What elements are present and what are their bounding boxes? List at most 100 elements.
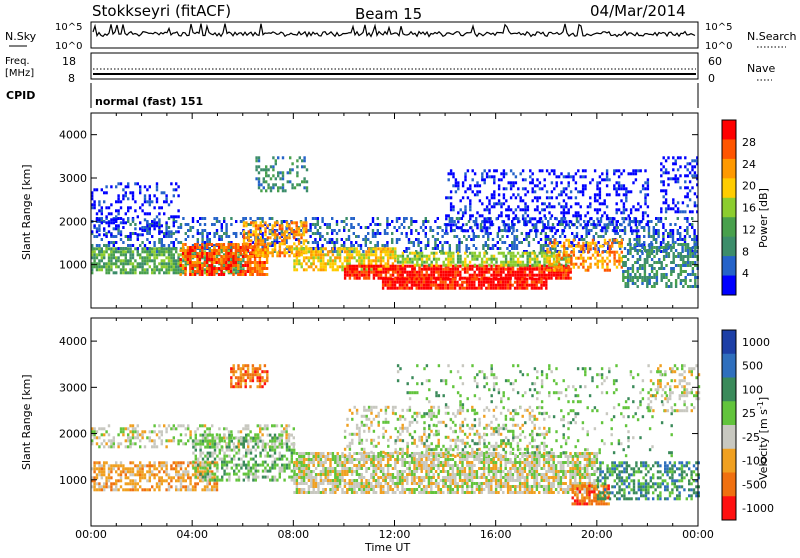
heatmap-cell [96, 473, 98, 476]
heatmap-cell [199, 267, 201, 270]
heatmap-cell [565, 193, 567, 196]
heatmap-cell [448, 178, 450, 181]
heatmap-cell [105, 247, 107, 250]
heatmap-cell [122, 433, 124, 436]
heatmap-cell [365, 244, 367, 247]
heatmap-cell [616, 223, 618, 226]
heatmap-cell [206, 246, 208, 249]
heatmap-cell [551, 229, 553, 232]
heatmap-cell [113, 271, 115, 274]
heatmap-cell [206, 270, 208, 273]
heatmap-cell [564, 217, 566, 220]
heatmap-cell [397, 265, 399, 268]
heatmap-cell [144, 268, 146, 271]
heatmap-cell [601, 260, 603, 263]
heatmap-cell [563, 248, 565, 251]
heatmap-cell [667, 183, 669, 186]
heatmap-cell [691, 174, 693, 177]
heatmap-cell [125, 473, 127, 476]
heatmap-cell [165, 445, 167, 448]
heatmap-cell [216, 217, 218, 220]
heatmap-cell [267, 224, 269, 227]
heatmap-cell [288, 248, 290, 251]
heatmap-cell [149, 194, 151, 197]
heatmap-cell [624, 232, 626, 235]
heatmap-cell [211, 243, 213, 246]
heatmap-cell [441, 235, 443, 238]
heatmap-cell [201, 267, 203, 270]
heatmap-cell [208, 243, 210, 246]
heatmap-cell [313, 256, 315, 259]
heatmap-cell [235, 261, 237, 264]
heatmap-cell [108, 268, 110, 271]
heatmap-cell [144, 185, 146, 188]
heatmap-cell [663, 249, 665, 252]
heatmap-cell [274, 242, 276, 245]
heatmap-cell [101, 470, 103, 473]
heatmap-cell [484, 169, 486, 172]
heatmap-cell [567, 277, 569, 280]
heatmap-cell [474, 172, 476, 175]
date-title: 04/Mar/2014 [590, 2, 686, 20]
heatmap-cell [255, 251, 257, 254]
heatmap-cell [627, 249, 629, 252]
heatmap-cell [677, 255, 679, 258]
heatmap-cell [486, 205, 488, 208]
heatmap-cell [691, 168, 693, 171]
heatmap-cell [618, 208, 620, 211]
heatmap-cell [585, 269, 587, 272]
heatmap-cell [580, 248, 582, 251]
heatmap-cell [98, 467, 100, 470]
heatmap-cell [117, 224, 119, 227]
heatmap-cell [288, 439, 290, 442]
heatmap-cell [110, 470, 112, 473]
heatmap-cell [103, 464, 105, 467]
heatmap-cell [271, 424, 273, 427]
heatmap-cell [490, 265, 492, 268]
heatmap-cell [211, 255, 213, 258]
heatmap-cell [682, 258, 684, 261]
heatmap-cell [158, 268, 160, 271]
heatmap-cell [255, 230, 257, 233]
heatmap-cell [635, 217, 637, 220]
heatmap-cell [437, 232, 439, 235]
heatmap-cell [637, 267, 639, 270]
heatmap-cell [476, 255, 478, 258]
heatmap-cell [245, 224, 247, 227]
heatmap-cell [399, 274, 401, 277]
heatmap-cell [449, 278, 451, 281]
heatmap-cell [261, 270, 263, 273]
heatmap-cell [358, 277, 360, 280]
heatmap-cell [665, 159, 667, 162]
heatmap-cell [312, 217, 314, 220]
heatmap-cell [573, 248, 575, 251]
heatmap-cell [596, 208, 598, 211]
heatmap-cell [185, 232, 187, 235]
heatmap-cell [199, 252, 201, 255]
heatmap-cell [134, 223, 136, 226]
heatmap-cell [443, 252, 445, 255]
heatmap-cell [192, 249, 194, 252]
heatmap-cell [686, 229, 688, 232]
heatmap-cell [402, 264, 404, 267]
heatmap-cell [360, 226, 362, 229]
heatmap-cell [541, 229, 543, 232]
heatmap-cell [134, 442, 136, 445]
heatmap-cell [108, 473, 110, 476]
heatmap-cell [553, 274, 555, 277]
heatmap-cell [96, 256, 98, 259]
heatmap-cell [434, 241, 436, 244]
heatmap-cell [505, 187, 507, 190]
heatmap-cell [486, 196, 488, 199]
heatmap-cell [550, 277, 552, 280]
heatmap-cell [675, 174, 677, 177]
heatmap-cell [419, 264, 421, 267]
heatmap-cell [454, 268, 456, 271]
heatmap-cell [274, 236, 276, 239]
heatmap-cell [137, 467, 139, 470]
heatmap-cell [503, 255, 505, 258]
heatmap-cell [498, 271, 500, 274]
heatmap-cell [469, 187, 471, 190]
heatmap-cell [500, 271, 502, 274]
heatmap-cell [474, 271, 476, 274]
